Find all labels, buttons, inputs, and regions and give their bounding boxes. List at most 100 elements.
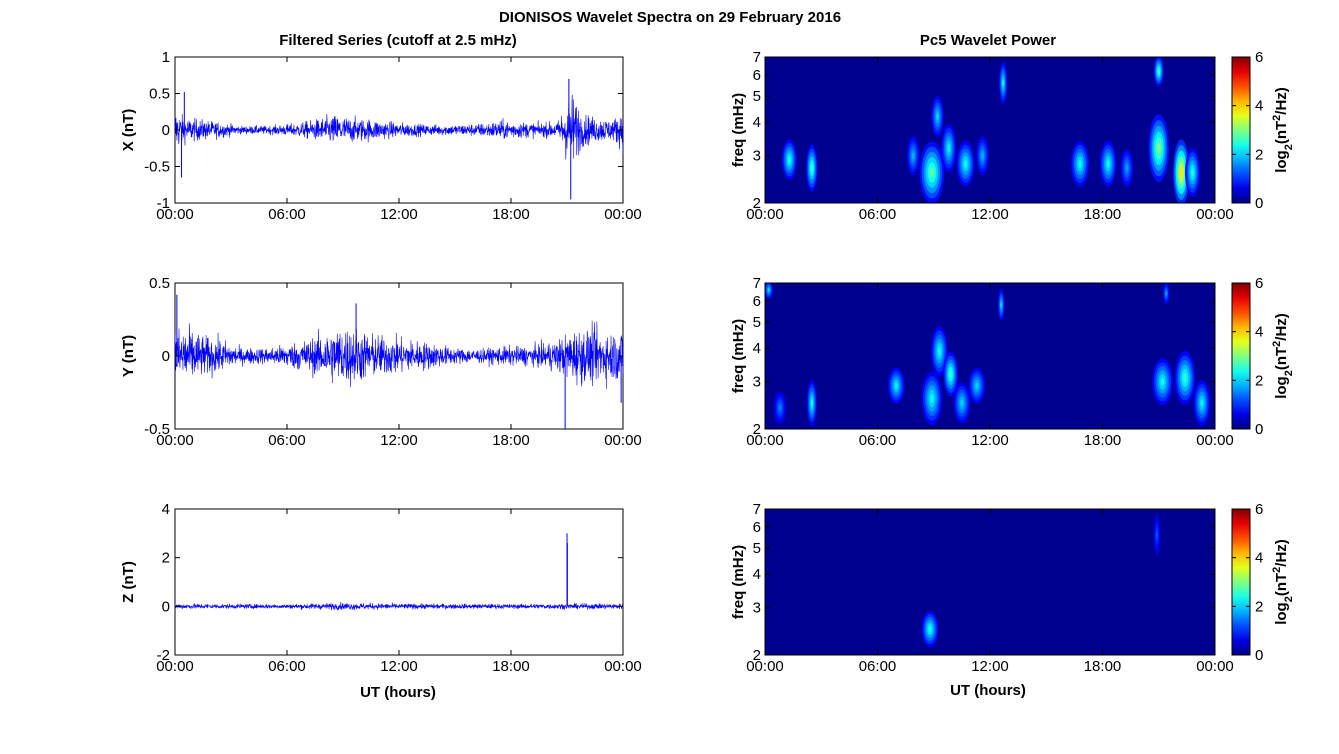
series-panel-z: 420-200:00 06:00 12:00 18:00 00:00Z (nT)	[120, 501, 642, 675]
power-blob	[1001, 79, 1005, 87]
series-panel-x: 10.50-0.5-100:00 06:00 12:00 18:00 00:00X (n…	[120, 49, 642, 223]
y-tick-label: 0.5	[149, 86, 170, 103]
x-tick-label: 00:00	[1196, 658, 1234, 675]
x-tick-label: 12:00	[380, 206, 418, 223]
power-blobs	[921, 514, 1161, 648]
power-blobs	[781, 57, 1200, 203]
series-line	[174, 602, 624, 611]
y-tick-label: 6	[753, 293, 761, 310]
y-tick-label: 4	[753, 114, 761, 131]
y-tick-label: 4	[753, 566, 761, 583]
colorbar-gradient	[1231, 508, 1251, 656]
power-blob	[1179, 166, 1183, 178]
colorbar-label-part: 2	[1271, 567, 1283, 573]
colorbar-tick-label: 4	[1255, 324, 1263, 341]
figure-title: DIONISOS Wavelet Spectra on 29 February …	[499, 9, 841, 26]
y-tick-label: 3	[753, 148, 761, 165]
colorbar-gradient	[1231, 282, 1251, 430]
colorbar-label-part: /Hz)	[1273, 87, 1290, 115]
x-tick-label: 00:00	[746, 206, 784, 223]
power-blob	[928, 625, 932, 633]
y-tick-label: 2	[162, 550, 170, 567]
y-tick-label: 7	[753, 275, 761, 292]
x-tick-label: 12:00	[380, 658, 418, 675]
colorbar-label-part: log	[1273, 602, 1290, 625]
x-tick-label: 00:00	[746, 432, 784, 449]
colorbar-tick-label: 6	[1255, 49, 1263, 66]
x-tick-label: 00:00	[604, 432, 642, 449]
power-blob	[1157, 68, 1160, 74]
plot-area	[174, 508, 624, 656]
x-tick-label: 00:00	[604, 206, 642, 223]
spectrogram-background	[765, 509, 1215, 655]
colorbar-tick-label: 4	[1255, 550, 1263, 567]
x-tick-label: 18:00	[492, 432, 530, 449]
y-tick-label: 6	[753, 67, 761, 84]
colorbar-label-part: (nT	[1273, 573, 1290, 596]
colorbar-tick-label: 0	[1255, 195, 1263, 212]
colorbar-label-part: (nT	[1273, 347, 1290, 370]
x-tick-label: 00:00	[1196, 432, 1234, 449]
colorbar-tick-label: 2	[1255, 598, 1263, 615]
power-blob	[1157, 142, 1161, 154]
right-column-title: Pc5 Wavelet Power	[920, 32, 1056, 49]
power-blob	[981, 152, 984, 160]
x-tick-label: 00:00	[156, 658, 194, 675]
series-line	[174, 94, 624, 160]
x-tick-label: 06:00	[859, 206, 897, 223]
power-blob	[894, 382, 898, 389]
y-axis-label: Y (nT)	[120, 335, 137, 377]
y-tick-label: 2	[753, 195, 761, 212]
colorbar-label-part: /Hz)	[1273, 313, 1290, 341]
y-tick-label: 7	[753, 49, 761, 66]
power-blob	[810, 164, 814, 172]
power-blob	[1000, 302, 1003, 308]
panels: 10.50-0.5-100:00 06:00 12:00 18:00 00:00X (n…	[120, 49, 1295, 675]
colorbar-label-part: log	[1273, 150, 1290, 173]
x-tick-label: 00:00	[746, 658, 784, 675]
power-blob	[1191, 168, 1194, 177]
y-tick-label: 4	[162, 501, 170, 518]
x-tick-label: 18:00	[492, 658, 530, 675]
x-tick-label: 00:00	[1196, 206, 1234, 223]
y-tick-label: 0.5	[149, 275, 170, 292]
y-tick-label: -2	[157, 647, 170, 664]
x-tick-label: 18:00	[1084, 206, 1122, 223]
y-tick-label: 5	[753, 540, 761, 557]
x-tick-label: 06:00	[268, 658, 306, 675]
y-tick-label: 0	[162, 122, 170, 139]
power-blobs	[765, 283, 1211, 426]
series-line	[174, 320, 624, 389]
y-axis-label: freq (mHz)	[730, 319, 747, 393]
power-blob	[1078, 159, 1082, 168]
y-tick-label: 1	[162, 49, 170, 66]
colorbar-label: log2(nT2/Hz)	[1271, 87, 1295, 173]
spectrogram-background	[765, 283, 1215, 429]
left-xlabel: UT (hours)	[360, 684, 436, 701]
power-blob	[778, 405, 782, 411]
power-blob	[929, 167, 934, 178]
power-blob	[1183, 373, 1187, 383]
x-tick-label: 12:00	[971, 206, 1009, 223]
power-blob	[767, 288, 770, 292]
x-tick-label: 00:00	[156, 206, 194, 223]
y-tick-label: 5	[753, 88, 761, 105]
colorbar-label-part: /Hz)	[1273, 539, 1290, 567]
x-tick-label: 00:00	[156, 432, 194, 449]
power-blob	[930, 393, 934, 403]
colorbar-label-part: 2	[1283, 596, 1295, 602]
x-tick-label: 06:00	[268, 432, 306, 449]
colorbar-tick-label: 6	[1255, 275, 1263, 292]
y-axis-label: freq (mHz)	[730, 545, 747, 619]
y-axis-label: freq (mHz)	[730, 93, 747, 167]
colorbar-label-part: 2	[1283, 370, 1295, 376]
x-tick-label: 18:00	[1084, 658, 1122, 675]
x-tick-label: 12:00	[380, 432, 418, 449]
power-blob	[964, 159, 968, 168]
power-blob	[911, 152, 915, 160]
y-tick-label: 3	[753, 600, 761, 617]
